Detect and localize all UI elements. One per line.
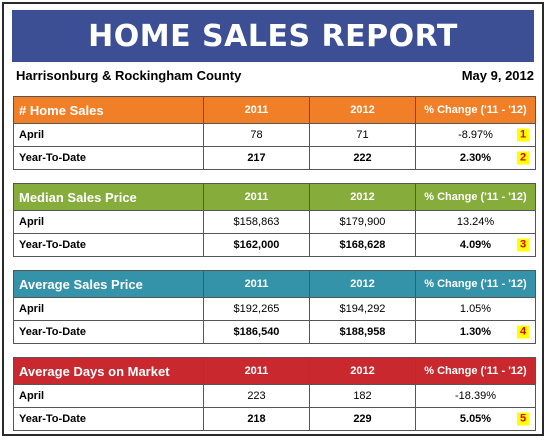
col-2012: 2012 bbox=[309, 96, 416, 124]
value-2012: $179,900 bbox=[309, 210, 416, 234]
col-2011: 2011 bbox=[203, 96, 310, 124]
col-2011: 2011 bbox=[203, 183, 310, 211]
row-label: Year-To-Date bbox=[13, 233, 204, 257]
change-value: 13.24% bbox=[456, 216, 495, 228]
change-value: -18.39% bbox=[455, 390, 496, 402]
value-2011: $162,000 bbox=[203, 233, 310, 257]
footnote-badge: 4 bbox=[517, 325, 529, 339]
value-2011: 217 bbox=[203, 146, 310, 170]
table-row-ytd: Year-To-Date $186,540 $188,958 1.30% 4 bbox=[13, 320, 536, 344]
report-title: HOME SALES REPORT bbox=[12, 10, 534, 62]
change-value: 5.05% bbox=[459, 413, 492, 425]
footnote-badge: 1 bbox=[517, 128, 529, 142]
col-change: % Change ('11 - '12) bbox=[415, 270, 536, 298]
table-row-ytd: Year-To-Date $162,000 $168,628 4.09% 3 bbox=[13, 233, 536, 257]
value-2012: 182 bbox=[309, 384, 416, 408]
median-price-table: Median Sales Price 2011 2012 % Change ('… bbox=[13, 183, 536, 257]
row-label: April bbox=[13, 297, 204, 321]
change-cell: 5.05% 5 bbox=[415, 407, 536, 431]
row-label: April bbox=[13, 384, 204, 408]
value-2011: $158,863 bbox=[203, 210, 310, 234]
change-value: 1.05% bbox=[459, 303, 492, 315]
days-on-market-table: Average Days on Market 2011 2012 % Chang… bbox=[13, 357, 536, 431]
table-header-row: # Home Sales 2011 2012 % Change ('11 - '… bbox=[13, 96, 536, 124]
value-2012: $168,628 bbox=[309, 233, 416, 257]
row-label: Year-To-Date bbox=[13, 146, 204, 170]
value-2012: 71 bbox=[309, 123, 416, 147]
table-row-april: April $192,265 $194,292 1.05% bbox=[13, 297, 536, 321]
table-row-ytd: Year-To-Date 218 229 5.05% 5 bbox=[13, 407, 536, 431]
change-value: -8.97% bbox=[458, 129, 493, 141]
report-date: May 9, 2012 bbox=[461, 67, 534, 83]
col-change: % Change ('11 - '12) bbox=[415, 96, 536, 124]
table-row-april: April 223 182 -18.39% bbox=[13, 384, 536, 408]
col-change: % Change ('11 - '12) bbox=[415, 183, 536, 211]
change-cell: 1.05% bbox=[415, 297, 536, 321]
row-label: April bbox=[13, 210, 204, 234]
col-2012: 2012 bbox=[309, 270, 416, 298]
value-2011: $186,540 bbox=[203, 320, 310, 344]
average-price-table: Average Sales Price 2011 2012 % Change (… bbox=[13, 270, 536, 344]
change-value: 2.30% bbox=[459, 152, 492, 164]
table-row-ytd: Year-To-Date 217 222 2.30% 2 bbox=[13, 146, 536, 170]
table-header-row: Average Sales Price 2011 2012 % Change (… bbox=[13, 270, 536, 298]
change-value: 4.09% bbox=[459, 239, 492, 251]
row-label: Year-To-Date bbox=[13, 320, 204, 344]
change-cell: -8.97% 1 bbox=[415, 123, 536, 147]
value-2011: 78 bbox=[203, 123, 310, 147]
metric-title: Median Sales Price bbox=[13, 183, 204, 211]
metric-title: # Home Sales bbox=[13, 96, 204, 124]
value-2012: $188,958 bbox=[309, 320, 416, 344]
change-cell: 1.30% 4 bbox=[415, 320, 536, 344]
col-change: % Change ('11 - '12) bbox=[415, 357, 536, 385]
row-label: Year-To-Date bbox=[13, 407, 204, 431]
table-header-row: Average Days on Market 2011 2012 % Chang… bbox=[13, 357, 536, 385]
value-2012: 222 bbox=[309, 146, 416, 170]
col-2011: 2011 bbox=[203, 270, 310, 298]
col-2012: 2012 bbox=[309, 183, 416, 211]
value-2011: 223 bbox=[203, 384, 310, 408]
table-header-row: Median Sales Price 2011 2012 % Change ('… bbox=[13, 183, 536, 211]
row-label: April bbox=[13, 123, 204, 147]
home-sales-table: # Home Sales 2011 2012 % Change ('11 - '… bbox=[13, 96, 536, 170]
value-2011: 218 bbox=[203, 407, 310, 431]
value-2011: $192,265 bbox=[203, 297, 310, 321]
col-2012: 2012 bbox=[309, 357, 416, 385]
change-cell: 2.30% 2 bbox=[415, 146, 536, 170]
report-subheader: Harrisonburg & Rockingham County May 9, … bbox=[16, 64, 534, 86]
table-row-april: April $158,863 $179,900 13.24% bbox=[13, 210, 536, 234]
footnote-badge: 3 bbox=[517, 238, 529, 252]
change-cell: 4.09% 3 bbox=[415, 233, 536, 257]
metric-title: Average Days on Market bbox=[13, 357, 204, 385]
region-label: Harrisonburg & Rockingham County bbox=[16, 67, 242, 83]
change-value: 1.30% bbox=[459, 326, 492, 338]
change-cell: 13.24% bbox=[415, 210, 536, 234]
change-cell: -18.39% bbox=[415, 384, 536, 408]
col-2011: 2011 bbox=[203, 357, 310, 385]
footnote-badge: 2 bbox=[517, 151, 529, 165]
value-2012: 229 bbox=[309, 407, 416, 431]
table-row-april: April 78 71 -8.97% 1 bbox=[13, 123, 536, 147]
footnote-badge: 5 bbox=[517, 412, 529, 426]
value-2012: $194,292 bbox=[309, 297, 416, 321]
metric-title: Average Sales Price bbox=[13, 270, 204, 298]
